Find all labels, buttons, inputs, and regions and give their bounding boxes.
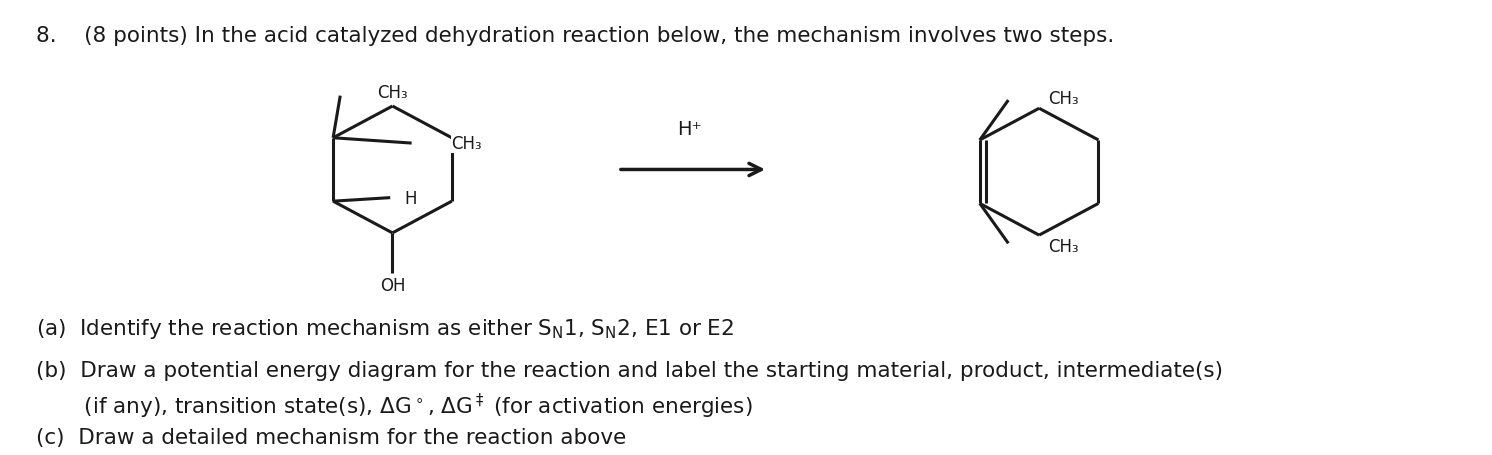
Text: (b)  Draw a potential energy diagram for the reaction and label the starting mat: (b) Draw a potential energy diagram for … — [36, 360, 1222, 380]
Text: (a)  Identify the reaction mechanism as either $\mathregular{S_N}$1, $\mathregul: (a) Identify the reaction mechanism as e… — [36, 316, 734, 340]
Text: CH₃: CH₃ — [1049, 90, 1079, 108]
Text: H: H — [404, 189, 416, 207]
Text: CH₃: CH₃ — [452, 135, 482, 153]
Text: H⁺: H⁺ — [677, 120, 701, 139]
Text: (if any), transition state(s), $\mathregular{\Delta G^\circ}$, $\mathregular{\De: (if any), transition state(s), $\mathreg… — [36, 391, 752, 420]
Text: CH₃: CH₃ — [1049, 237, 1079, 255]
Text: OH: OH — [379, 277, 406, 294]
Text: 8.    (8 points) In the acid catalyzed dehydration reaction below, the mechanism: 8. (8 points) In the acid catalyzed dehy… — [36, 26, 1115, 46]
Text: (c)  Draw a detailed mechanism for the reaction above: (c) Draw a detailed mechanism for the re… — [36, 427, 625, 447]
Text: CH₃: CH₃ — [377, 84, 407, 102]
